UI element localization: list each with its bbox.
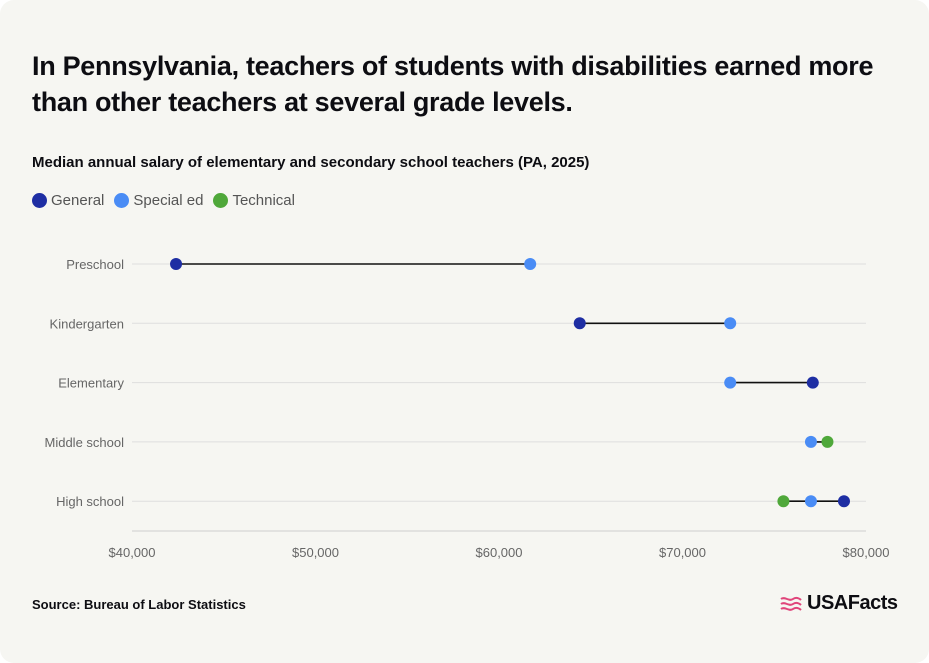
point-preschool-general [170,258,183,270]
legend-label-general: General [51,192,105,209]
point-kindergarten-general [573,317,586,330]
x-tick-label-0: $40,000 [109,545,156,560]
usafacts-logo: USAFacts [779,592,898,615]
chart-title: In Pennsylvania, teachers of students wi… [32,51,874,117]
point-high-school-special-ed [804,495,817,508]
x-tick-label-3: $70,000 [659,545,706,560]
category-label-preschool: Preschool [66,257,124,272]
flag-icon [780,596,802,611]
point-high-school-general [837,495,850,508]
point-middle-school-special-ed [804,435,817,448]
point-high-school-technical [777,495,790,508]
legend: General Special ed Technical [32,192,305,209]
category-label-high-school: High school [56,494,124,509]
point-kindergarten-special-ed [724,317,737,330]
legend-label-technical: Technical [232,192,295,209]
category-label-middle-school: Middle school [45,435,125,450]
point-elementary-general [806,376,819,389]
legend-swatch-special-ed [114,193,130,208]
legend-item-technical: Technical [213,192,295,209]
point-middle-school-technical [821,435,834,448]
source-note: Source: Bureau of Labor Statistics [32,597,246,612]
legend-label-special-ed: Special ed [133,192,204,209]
legend-swatch-technical [213,193,229,208]
logo-text: USAFacts [807,592,898,614]
chart-subtitle: Median annual salary of elementary and s… [32,154,590,171]
point-preschool-special-ed [524,258,537,270]
category-label-kindergarten: Kindergarten [50,316,124,331]
legend-item-special-ed: Special ed [114,192,203,209]
category-label-elementary: Elementary [58,376,124,391]
legend-swatch-general [32,193,47,208]
x-tick-label-1: $50,000 [292,545,339,560]
x-tick-label-2: $60,000 [476,545,523,560]
legend-item-general: General [32,192,104,209]
point-elementary-special-ed [724,376,737,389]
x-tick-label-4: $80,000 [843,545,890,560]
